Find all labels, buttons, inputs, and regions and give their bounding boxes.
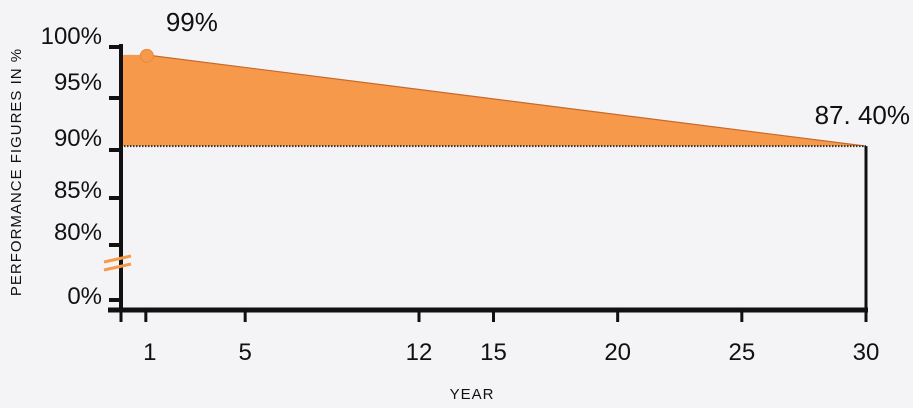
y-tick-label-0: 100% [41,23,102,50]
y-tick-label-5: 0% [67,283,102,310]
y-axis-title: PERFORMANCE FIGURES IN % [8,48,25,296]
y-tick-label-4: 80% [54,219,102,246]
series-line [145,54,867,147]
x-axis-title: YEAR [450,386,495,403]
y-tick-label-2: 90% [54,125,102,152]
data-point-start [139,48,154,63]
axis-layer [103,44,868,322]
axis-break-mark-2 [103,262,132,272]
area-layer [121,48,867,148]
x-tick-label-1: 5 [238,339,251,366]
data-label-0: 99% [166,7,218,37]
y-tick-label-3: 85% [54,177,102,204]
x-tick-label-0: 1 [143,339,156,366]
data-label-1: 87. 40% [815,100,910,130]
x-tick-label-5: 25 [728,339,755,366]
x-tick-label-3: 15 [480,339,507,366]
x-tick-label-6: 30 [853,339,880,366]
area-fill [121,54,866,147]
y-tick-label-1: 95% [54,69,102,96]
x-tick-label-4: 20 [604,339,631,366]
axis-break-mark-1 [103,254,132,264]
x-tick-label-2: 12 [406,339,433,366]
